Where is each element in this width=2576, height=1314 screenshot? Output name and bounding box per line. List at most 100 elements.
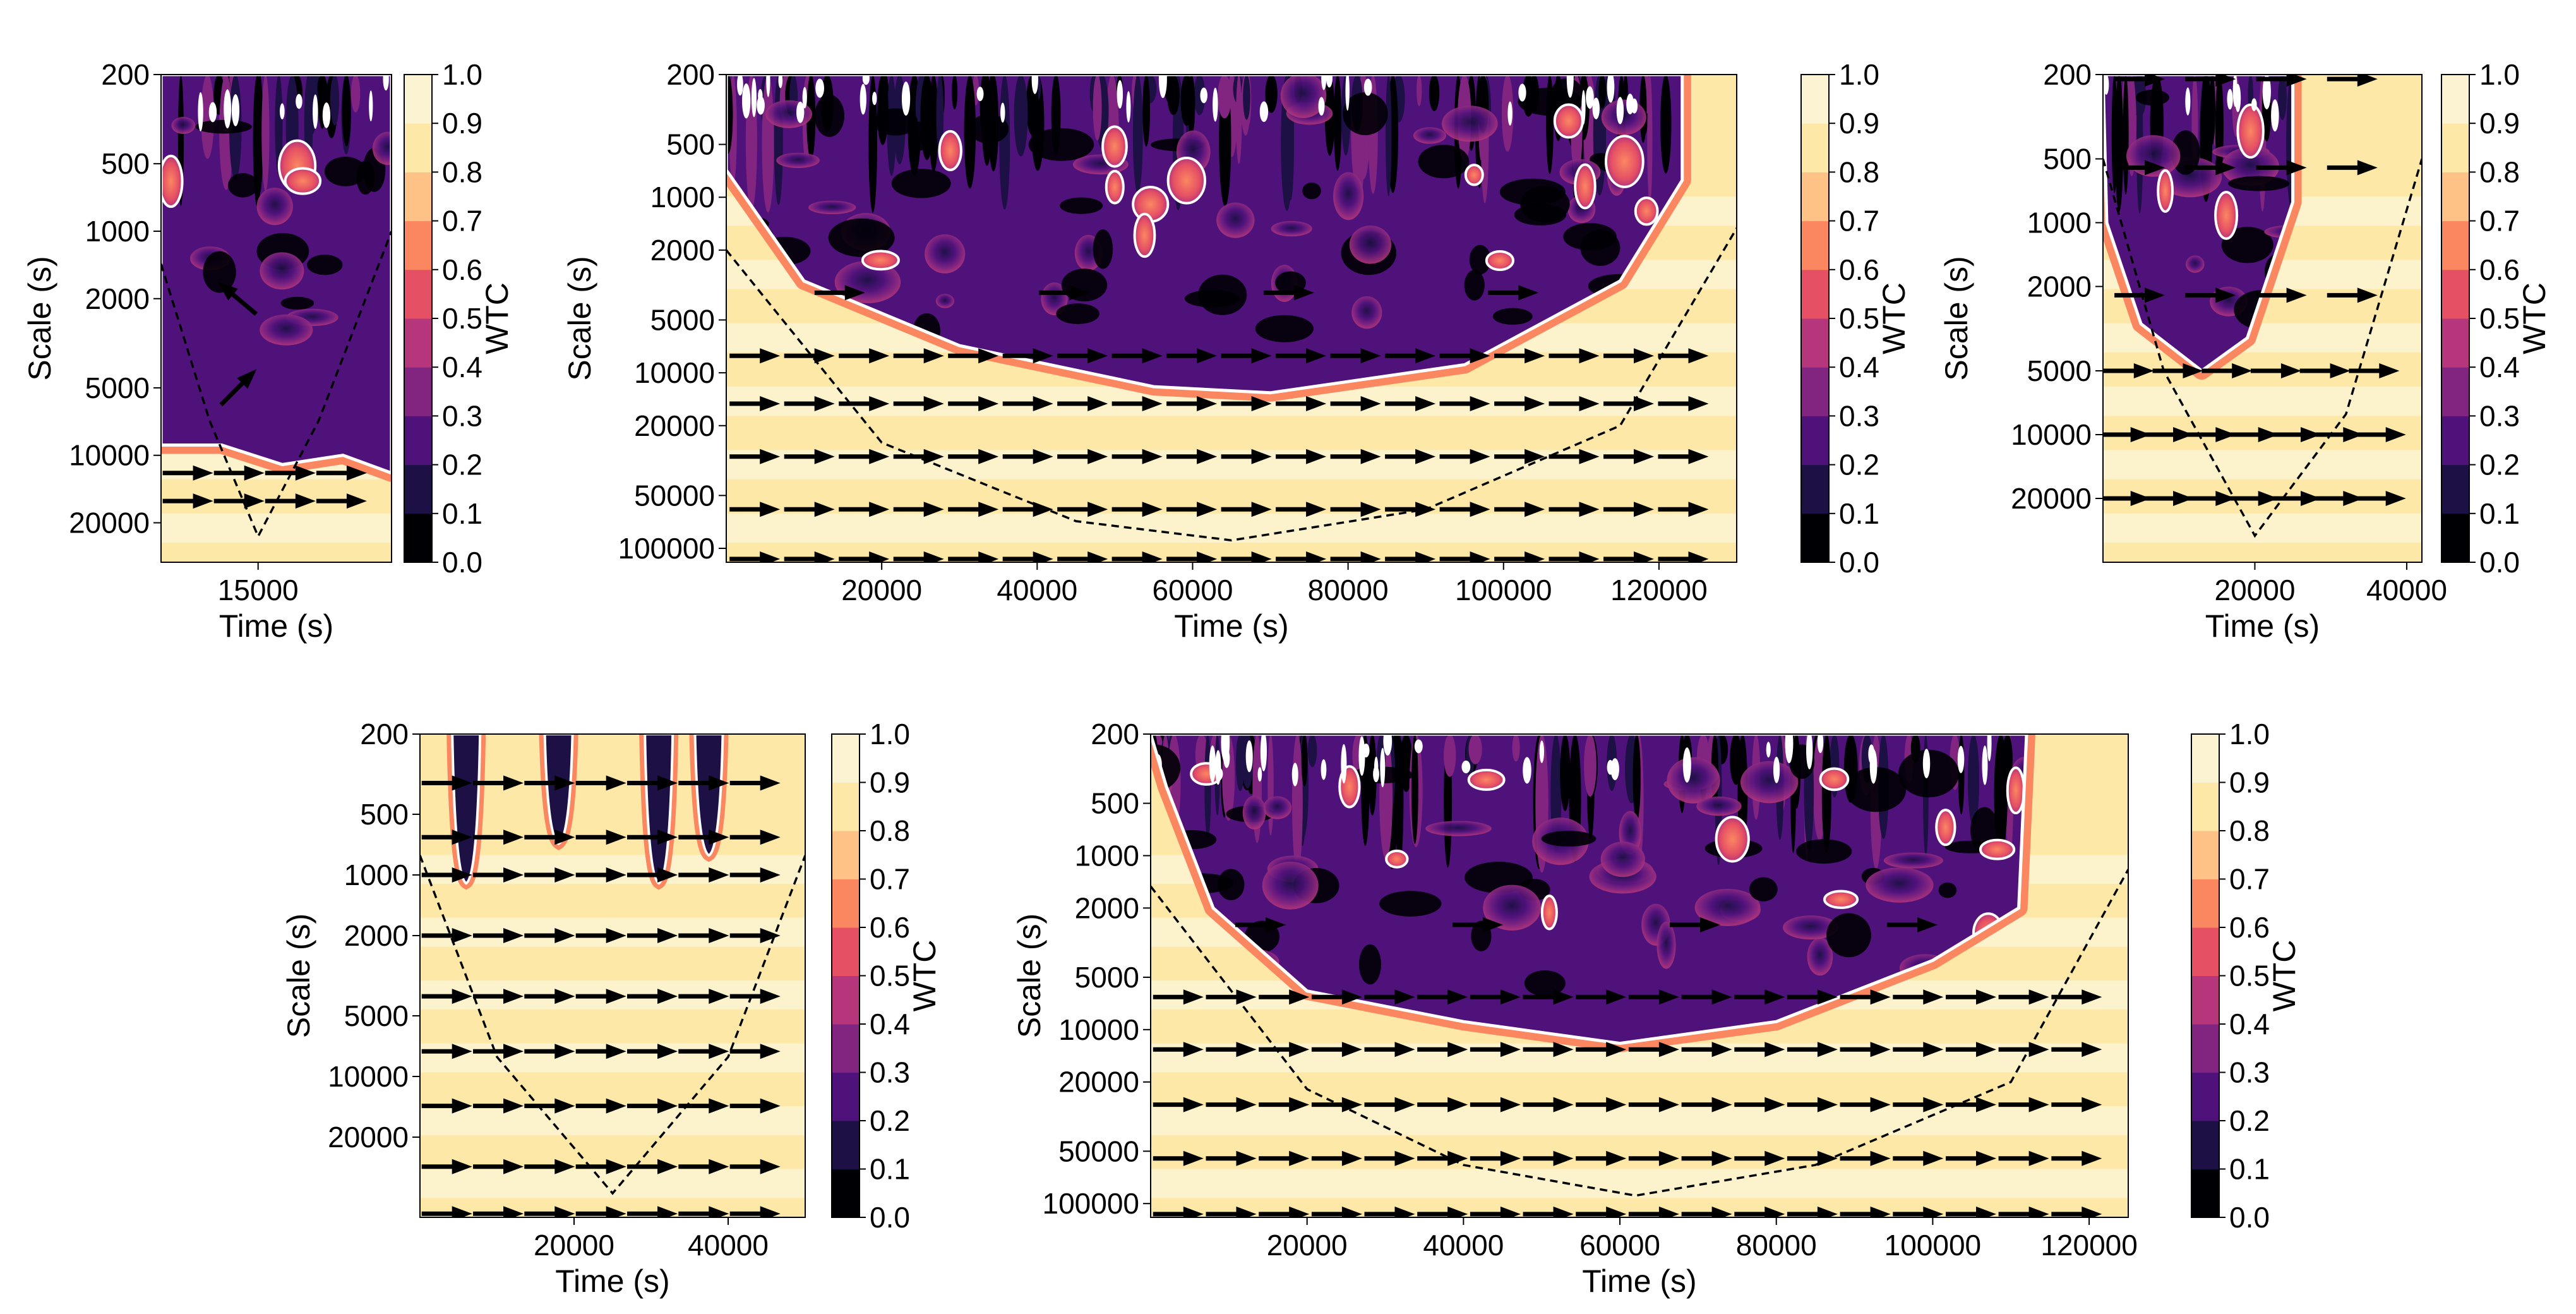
phase-arrow [729,1206,781,1217]
significant-coherence-patch [1540,895,1558,931]
colorbar-tick-label: 0.8 [1839,155,1879,188]
significance-spot [1321,759,1327,780]
colorbar-segment [832,782,860,831]
phase-arrow [893,396,944,411]
y-axis-label: Scale (s) [1939,256,1974,380]
coherence-spike [1429,75,1440,111]
coherence-blob [171,117,196,134]
colorbar-segment [404,367,432,416]
y-tick-label: 2000 [85,282,150,315]
y-tick-label: 500 [2043,143,2092,176]
phase-arrow [421,1044,472,1059]
coherence-spike [1235,734,1245,792]
phase-arrow [1276,396,1327,411]
phase-arrow [1576,1042,1627,1058]
phase-arrow [948,502,999,517]
phase-arrow [1276,449,1327,464]
coherence-spike [2202,75,2211,118]
colorbar-tick-label: 0.1 [870,1153,910,1186]
y-tick-label: 5000 [650,303,715,336]
colorbar-segment [832,975,860,1025]
phase-arrow [2185,427,2236,442]
significance-spot [1507,101,1513,126]
colorbar-segment [2191,782,2219,831]
coherence-band [161,513,392,543]
phase-arrow [2051,1206,2102,1217]
colorbar-tick-label: 1.0 [2479,58,2520,91]
phase-arrow [1998,989,2049,1005]
phase-arrow [1453,917,1503,932]
colorbar-segment [832,1024,860,1073]
colorbar-segment [2441,367,2469,416]
phase-arrow [1221,551,1272,562]
significance-spot [976,87,984,102]
y-tick-label: 100000 [1043,1187,1140,1220]
colorbar-segment [2191,831,2219,879]
phase-arrow [1576,1097,1627,1112]
phase-arrow [1549,348,1600,364]
coherence-spike [1417,75,1422,107]
wtc-panel-bottom-left: 200 500 1000 2000 5000 10000 20000 20000 40000 Ti… [281,718,942,1299]
significant-coherence-patch [1935,809,1956,847]
colorbar-tick-label: 0.6 [1839,253,1879,286]
coherence-spike [330,75,340,126]
significance-spot [1586,86,1594,109]
colorbar-segment [404,172,432,222]
significance-spot [1414,739,1423,754]
phase-arrow [1057,449,1108,464]
phase-arrow [1153,1042,1204,1058]
colorbar-segment [404,318,432,368]
significance-spot [1358,736,1365,776]
phase-arrow [1166,551,1218,562]
phase-arrow [1259,1042,1310,1058]
phase-arrow [1734,1042,1785,1058]
significance-spot [1259,101,1269,123]
colorbar-tick-label: 0.9 [2229,766,2270,799]
coherence-blob [1333,172,1364,220]
phase-arrow [575,1044,626,1059]
y-tick-label: 200 [666,58,715,91]
y-tick-label: 20000 [328,1121,409,1154]
colorbar-tick-label: 0.0 [870,1201,910,1234]
phase-arrow [784,396,835,411]
phase-arrow [473,775,524,791]
significance-contour [726,75,1684,395]
phase-arrow [2355,427,2406,442]
phase-arrow [1946,989,1996,1005]
significance-spot [383,75,389,91]
significance-spot [2262,75,2271,110]
significance-spot [815,78,824,98]
colorbar-segment [2441,75,2469,124]
phase-arrow [217,281,258,316]
phase-arrow [1658,502,1709,517]
coherence-spike [1267,734,1274,836]
phase-arrow [1166,348,1218,364]
coherence-blob [2186,255,2205,273]
phase-arrow [1166,449,1218,464]
phase-arrow [524,928,575,943]
coherence-blob [1601,99,1646,135]
phase-arrow [575,829,626,845]
phase-arrow [1998,1206,2049,1217]
phase-arrow [948,348,999,364]
phase-arrow [1111,551,1163,562]
y-tick-label: 10000 [2011,418,2092,451]
phase-arrow [1681,989,1732,1005]
colorbar-tick-label: 0.7 [2479,205,2520,238]
phase-arrow [729,1044,781,1059]
colorbar-tick-label: 0.5 [2229,960,2270,992]
phase-arrow [1681,1097,1732,1112]
coherence-blob [891,169,951,198]
coherence-blob [910,121,930,151]
phase-arrow [729,775,781,791]
y-tick-label: 1000 [650,181,715,214]
coherence-spike [342,75,351,147]
y-tick-label: 200 [2043,58,2092,91]
coherence-blob [1280,75,1327,118]
significant-coherence-patch [1485,250,1514,272]
significance-spot [778,75,783,88]
coherence-spike [1411,734,1418,844]
coherence-spike [275,75,283,176]
phase-arrow [1364,1097,1415,1112]
significance-spot [1380,747,1386,788]
